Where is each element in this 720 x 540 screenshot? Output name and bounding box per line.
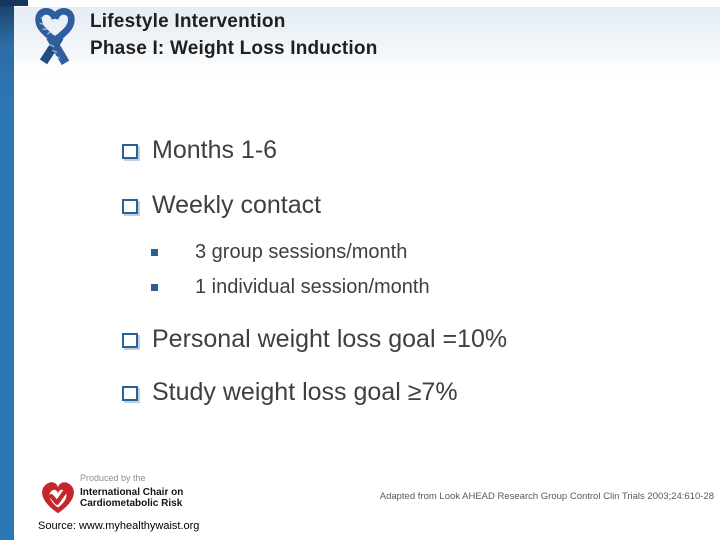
checkbox-bullet-icon — [122, 333, 138, 348]
sub-bullet-text: 1 individual session/month — [195, 276, 430, 298]
bullet-item: Study weight loss goal ≥7% — [122, 378, 458, 407]
checkbox-bullet-icon — [122, 144, 138, 159]
sub-bullet-text: 3 group sessions/month — [195, 241, 408, 263]
slide-subtitle: Phase I: Weight Loss Induction — [90, 38, 378, 59]
producer-name-line1: International Chair on — [80, 487, 184, 498]
produced-by-label: Produced by the — [80, 473, 146, 483]
producer-block: Produced by the International Chair on C… — [80, 473, 183, 509]
square-bullet-icon — [151, 249, 158, 256]
bullet-item: Weekly contact — [122, 191, 321, 220]
bullet-text: Months 1-6 — [152, 136, 278, 164]
left-accent-bar — [0, 0, 14, 540]
top-corner-cap — [0, 0, 28, 6]
producer-name-line2: Cardiometabolic Risk — [80, 498, 183, 509]
bullet-text: Weekly contact — [152, 191, 322, 219]
bullet-text: Personal weight loss goal =10% — [152, 325, 508, 353]
bullet-text: Study weight loss goal ≥7% — [152, 378, 458, 406]
sub-bullet-item: 1 individual session/month — [151, 276, 430, 299]
square-bullet-icon — [151, 284, 158, 291]
bullet-item: Months 1-6 — [122, 136, 277, 165]
citation-text: Adapted from Look AHEAD Research Group C… — [379, 491, 714, 502]
header-gradient-band — [14, 7, 720, 75]
heart-check-icon — [39, 480, 77, 521]
slide-title: Lifestyle Intervention — [90, 11, 286, 32]
bullet-item: Personal weight loss goal =10% — [122, 325, 507, 354]
checkbox-bullet-icon — [122, 199, 138, 214]
source-text: Source: www.myhealthywaist.org — [38, 520, 200, 532]
title-block: Lifestyle Intervention Phase I: Weight L… — [90, 8, 378, 62]
checkbox-bullet-icon — [122, 386, 138, 401]
sub-bullet-item: 3 group sessions/month — [151, 241, 407, 264]
measuring-tape-ribbon-icon — [31, 4, 79, 71]
